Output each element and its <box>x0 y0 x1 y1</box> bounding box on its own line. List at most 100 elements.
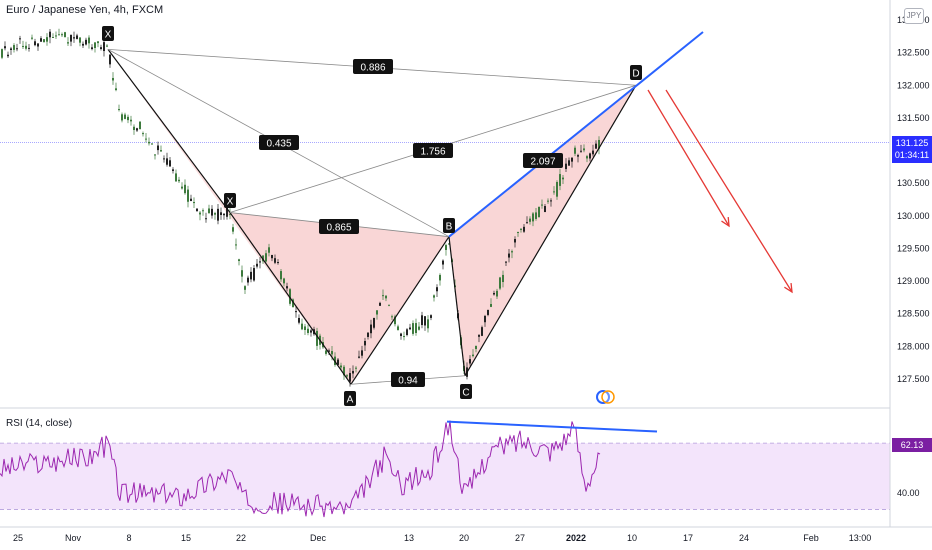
candle-body <box>226 206 228 217</box>
candle-body <box>595 143 597 149</box>
bar-countdown: 01:34:11 <box>894 150 930 160</box>
candle-body <box>478 335 480 337</box>
candle-body <box>94 42 96 48</box>
candle-body <box>157 145 159 151</box>
candle-body <box>379 302 381 306</box>
candle-body <box>517 231 519 233</box>
target-arrow-2 <box>665 89 793 293</box>
candle-body <box>148 141 150 144</box>
x-tick-label: 10 <box>627 533 637 543</box>
xab-inner-triangle <box>230 212 449 385</box>
candle-body <box>550 200 552 202</box>
candle-body <box>499 277 501 289</box>
candle-body <box>76 35 78 39</box>
ratio-label: 0.435 <box>266 139 291 150</box>
candle-body <box>400 333 402 337</box>
candle-body <box>526 222 528 224</box>
candle-body <box>130 119 132 122</box>
candle-body <box>151 143 153 145</box>
candle-body <box>409 327 411 330</box>
candle-body <box>139 121 141 130</box>
x-tick-label: 25 <box>13 533 23 543</box>
candle-body <box>358 356 360 358</box>
candle-body <box>136 128 138 131</box>
candle-body <box>58 34 60 36</box>
currency-badge[interactable]: JPY <box>904 8 924 24</box>
pattern-leg <box>350 236 450 385</box>
point-label-box <box>102 26 114 41</box>
candle-body <box>193 201 195 204</box>
candle-body <box>283 278 285 284</box>
candle-body <box>298 317 300 323</box>
candle-body <box>106 45 108 47</box>
x-tick-label: 13 <box>404 533 414 543</box>
point-label-box <box>443 218 455 233</box>
candle-body <box>124 114 126 119</box>
candle-body <box>175 173 177 182</box>
price-pane[interactable]: 0.886 0.435 1.756 0.865 2.097 0.94 X X A B C D <box>0 26 890 406</box>
candle-body <box>352 370 354 374</box>
candle-body <box>412 323 414 334</box>
candle-body <box>88 37 90 44</box>
candle-body <box>364 340 366 346</box>
candle-body <box>370 324 372 334</box>
candle-body <box>565 163 567 170</box>
candle-body <box>301 323 303 330</box>
candle-body <box>208 208 210 214</box>
candle-body <box>31 37 33 39</box>
candle-body <box>127 116 129 121</box>
candle-body <box>46 37 48 42</box>
x-tick-label: 13:00 <box>849 533 872 543</box>
candle-body <box>556 182 558 197</box>
candle-body <box>1 49 3 58</box>
x-tick-label: 2022 <box>566 533 586 543</box>
rsi-pane[interactable] <box>0 420 890 518</box>
point-label-box <box>224 193 236 208</box>
pattern-leg <box>229 212 352 385</box>
candle-body <box>295 311 297 313</box>
y-tick-label: 129.000 <box>897 276 930 286</box>
candle-body <box>256 263 258 267</box>
candle-body <box>385 295 387 299</box>
candle-body <box>514 238 516 243</box>
candle-body <box>496 290 498 297</box>
ratio-label-box <box>413 143 453 158</box>
candle-body <box>199 212 201 215</box>
x-tick-label: Nov <box>65 533 82 543</box>
chart-title: Euro / Japanese Yen, 4h, FXCM <box>6 4 164 16</box>
y-tick-label: 129.500 <box>897 243 930 253</box>
candle-body <box>10 48 12 50</box>
candle-body <box>115 88 117 91</box>
y-tick-label: 128.500 <box>897 309 930 319</box>
candle-body <box>394 316 396 325</box>
candle-body <box>586 156 588 159</box>
candle-body <box>382 295 384 297</box>
candle-body <box>28 47 30 49</box>
candle-body <box>571 157 573 162</box>
candle-body <box>523 226 525 232</box>
candle-body <box>406 329 408 335</box>
candle-body <box>16 48 18 50</box>
last-price-badge: 131.125 01:34:11 <box>892 136 932 163</box>
candle-body <box>367 332 369 337</box>
candle-body <box>508 253 510 258</box>
candle-body <box>91 47 93 50</box>
candle-body <box>178 179 180 182</box>
x-tick-label: 24 <box>739 533 749 543</box>
candle-body <box>493 292 495 295</box>
candle-body <box>163 158 165 160</box>
candle-body <box>52 37 54 39</box>
candle-body <box>109 54 111 65</box>
point-label: X <box>105 30 112 41</box>
event-icon <box>596 390 610 404</box>
candle-body <box>118 109 120 111</box>
rsi-value-badge: 62.13 <box>892 438 932 452</box>
candle-body <box>475 345 477 350</box>
candle-body <box>154 154 156 156</box>
candle-body <box>538 206 540 218</box>
candle-body <box>25 45 27 49</box>
candle-body <box>82 43 84 46</box>
candle-body <box>187 189 189 202</box>
candle-body <box>4 46 6 49</box>
